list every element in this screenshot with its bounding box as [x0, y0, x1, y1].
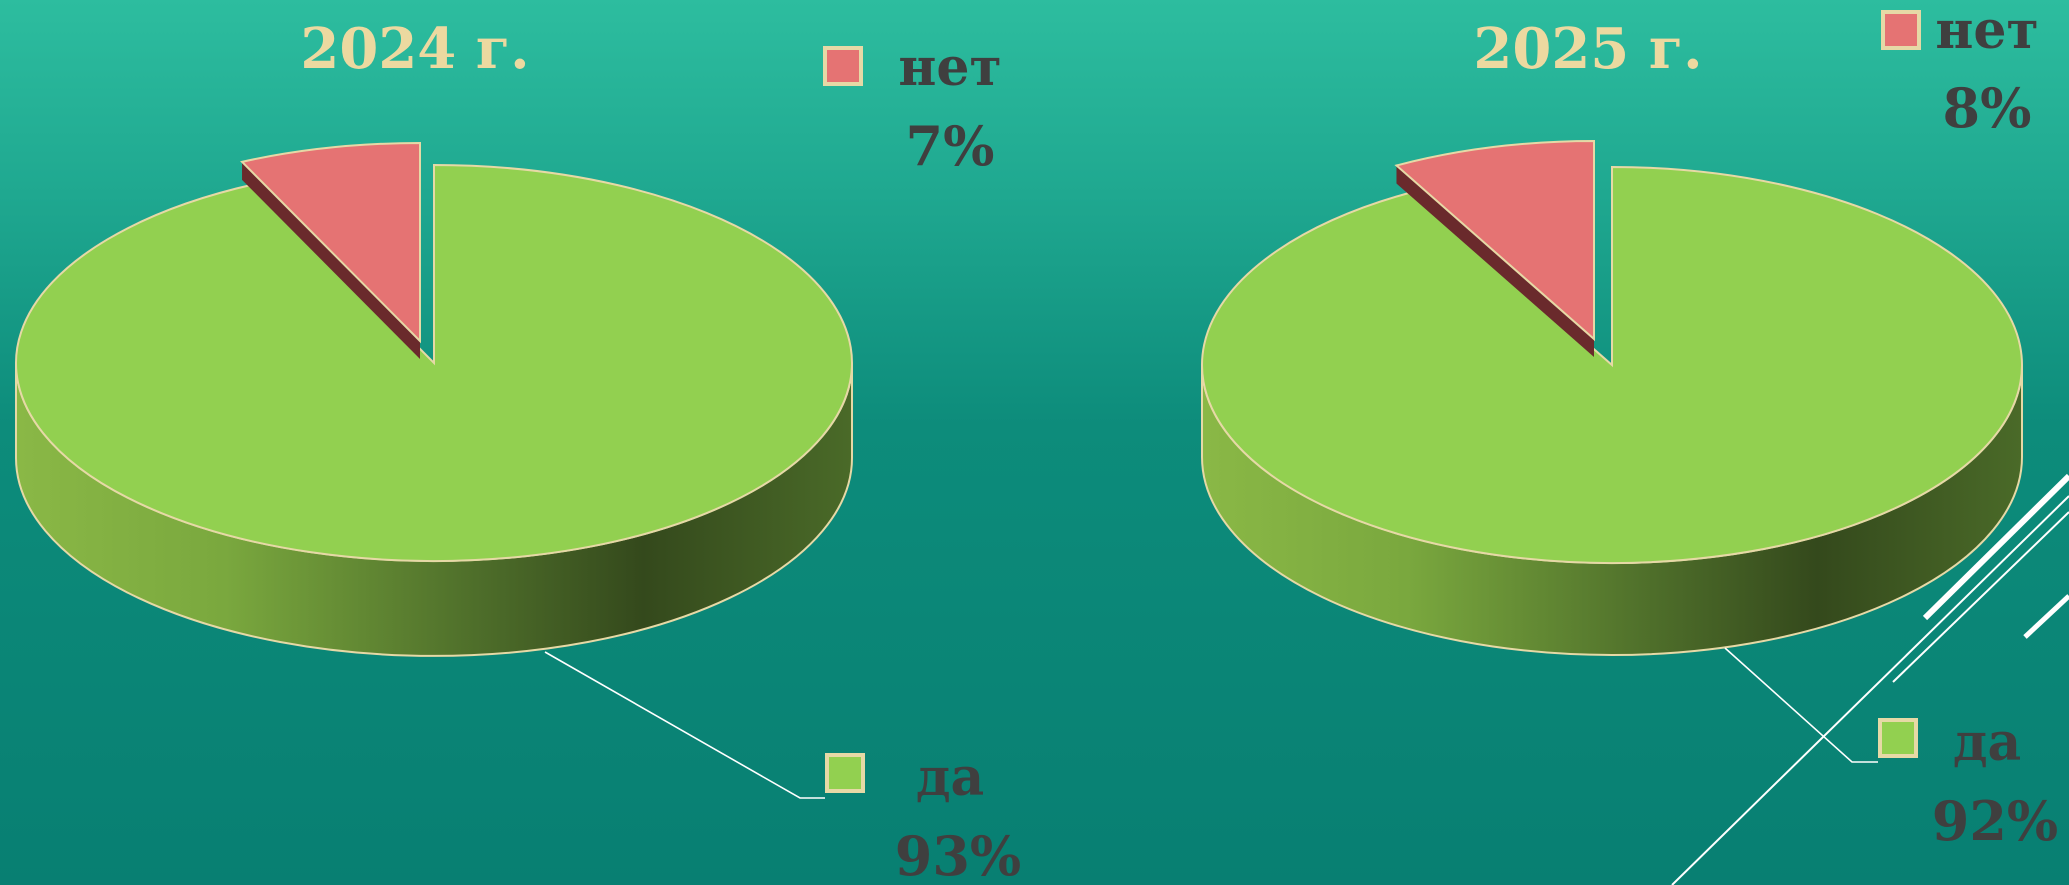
- corner-line-2: [1892, 511, 2069, 683]
- pie-slice-net-side: [242, 161, 420, 359]
- legend-marker-da: [825, 753, 865, 793]
- data-value-net: 7%: [906, 114, 995, 178]
- pie-slice-net-side: [1396, 165, 1594, 357]
- legend-marker-net: [1881, 10, 1921, 50]
- corner-line-3: [1922, 473, 2069, 621]
- pie-chart-1: 2024 г. нет 7% да 93%: [15, 16, 1021, 885]
- leader-line-da: [544, 651, 825, 799]
- chart-title: 2025 г.: [1473, 16, 1702, 82]
- charts-group: 2024 г. нет 7% да 93% 2025 г. нет 8% да 92%: [15, 0, 2058, 885]
- pie-slice-da: [1200, 165, 2023, 564]
- data-label-da: да: [1953, 712, 2021, 773]
- data-label-da: да: [916, 747, 984, 808]
- pie-slice-net: [240, 141, 421, 344]
- corner-line-1: [1671, 495, 2069, 885]
- leader-line-da: [1724, 647, 1878, 763]
- pie-slice-net: [1394, 139, 1595, 342]
- corner-line-4: [2023, 594, 2069, 639]
- data-value-net: 8%: [1943, 76, 2032, 140]
- legend-marker-net: [823, 46, 863, 86]
- data-value-da: 92%: [1932, 789, 2058, 853]
- chart-title: 2024 г.: [300, 16, 529, 82]
- data-label-net: нет: [898, 37, 1001, 98]
- data-value-da: 93%: [895, 824, 1021, 885]
- decorative-corner-lines: [1671, 473, 2069, 885]
- pie-chart-2: 2025 г. нет 8% да 92%: [1200, 0, 2058, 853]
- legend-marker-da: [1878, 718, 1918, 758]
- pie-slice-da: [15, 163, 853, 562]
- data-label-net: нет: [1935, 0, 2038, 61]
